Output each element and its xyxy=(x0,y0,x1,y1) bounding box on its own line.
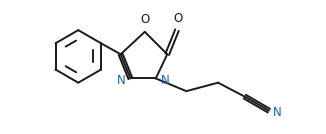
Text: N: N xyxy=(273,106,282,119)
Text: O: O xyxy=(173,12,183,25)
Text: N: N xyxy=(117,74,126,87)
Text: O: O xyxy=(140,13,149,26)
Text: N: N xyxy=(161,74,170,87)
